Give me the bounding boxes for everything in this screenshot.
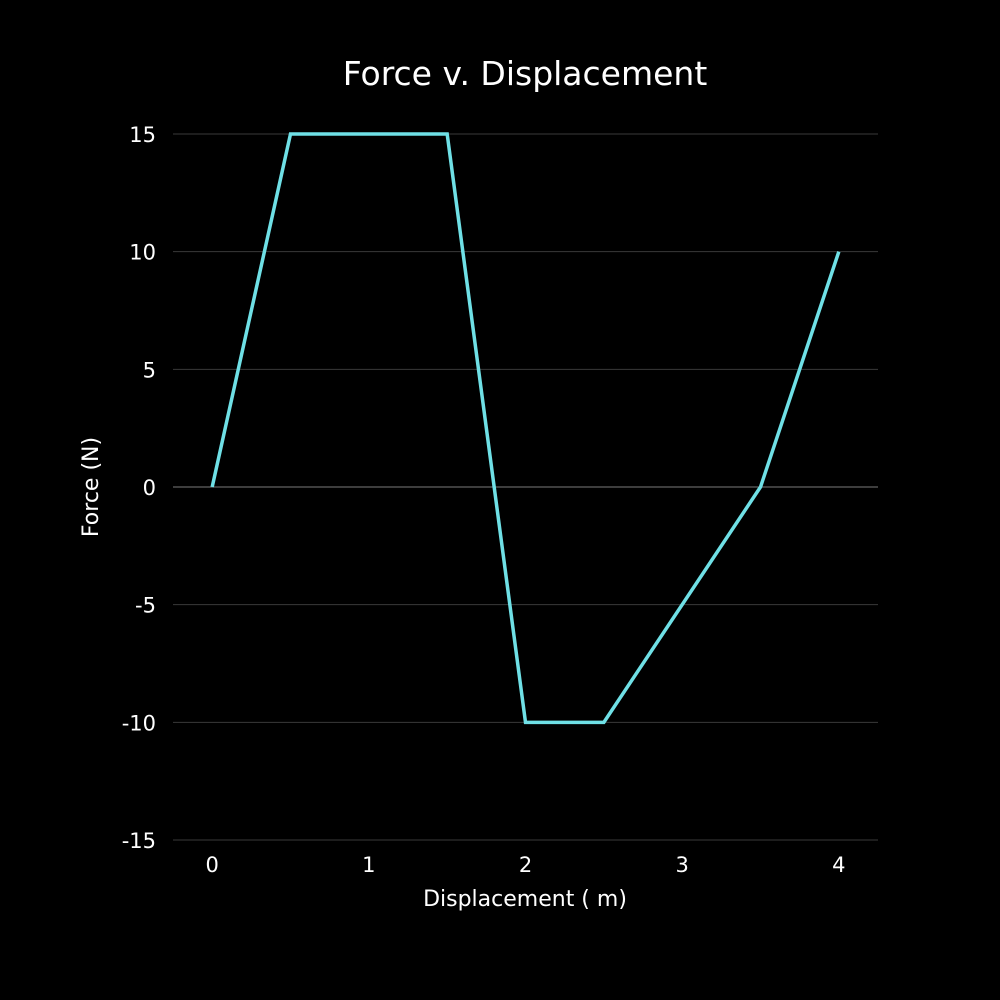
series-line	[210, 132, 841, 725]
y-axis-label: Force (N)	[79, 437, 104, 537]
y-tick-label: -5	[135, 594, 156, 618]
x-tick-label: 1	[362, 853, 375, 877]
y-tick-label: 5	[143, 358, 156, 382]
y-tick-label: -10	[122, 711, 156, 735]
x-tick-label: 2	[519, 853, 532, 877]
y-tick-label: 10	[129, 241, 156, 265]
x-tick-label: 0	[205, 853, 218, 877]
y-tick-label: -15	[122, 829, 156, 853]
y-tick-label: 15	[129, 123, 156, 147]
chart-title: Force v. Displacement	[343, 54, 708, 93]
grid	[173, 133, 878, 841]
x-axis-ticks: 0 1 2 3 4	[205, 853, 845, 877]
x-tick-label: 3	[675, 853, 688, 877]
y-tick-label: 0	[143, 476, 156, 500]
x-axis-label: Displacement ( m)	[423, 887, 627, 912]
y-axis-ticks: 15 10 5 0 -5 -10 -15	[122, 123, 156, 853]
plot-area	[210, 132, 841, 725]
x-tick-label: 4	[832, 853, 845, 877]
